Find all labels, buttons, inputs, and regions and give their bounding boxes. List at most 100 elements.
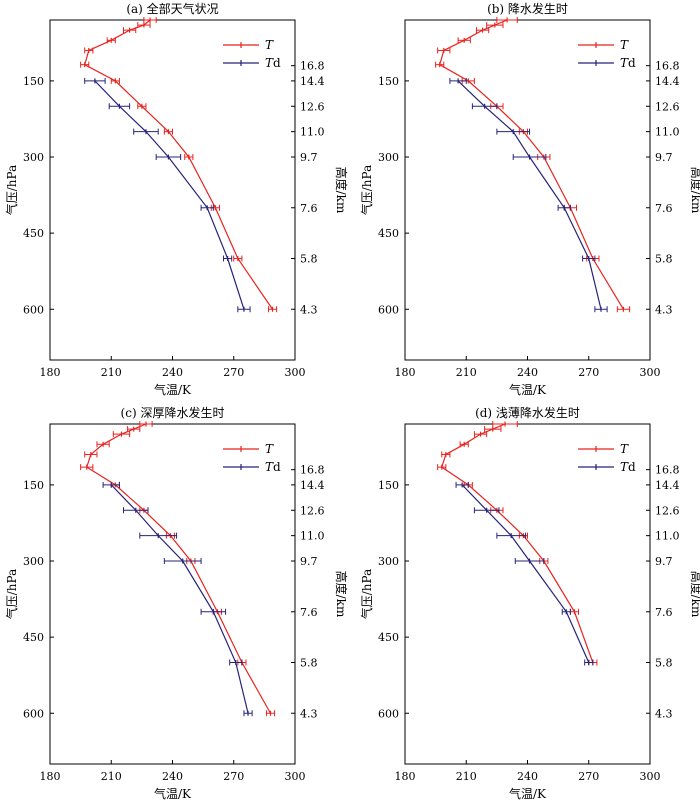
panel-title: (b) 降水发生时 (487, 1, 568, 16)
legend-label-Td: Td (620, 56, 636, 70)
height-tick-label: 9.7 (655, 151, 673, 164)
height-tick-label: 14.4 (300, 479, 325, 492)
legend-label-T: T (620, 38, 629, 52)
y-tick-label: 450 (378, 227, 399, 240)
x-tick-label: 180 (395, 366, 416, 379)
x-tick-label: 300 (640, 770, 661, 783)
y-tick-label: 300 (23, 151, 44, 164)
chart-panel-2: (b) 降水发生时 180 210 240 270 300 气温/K 150 300 450 600… (359, 1, 700, 397)
y-tick-label: 450 (23, 227, 44, 240)
x-tick-label: 240 (517, 770, 538, 783)
y-axis-label: 气压/hPa (4, 569, 19, 619)
y-tick-label: 450 (378, 631, 399, 644)
y-tick-label: 600 (23, 707, 44, 720)
height-tick-label: 16.8 (655, 464, 680, 477)
x-tick-label: 180 (40, 366, 61, 379)
y-tick-label: 150 (378, 479, 399, 492)
series-line-Td (461, 484, 590, 663)
height-tick-label: 14.4 (300, 75, 325, 88)
series-line-Td (457, 80, 602, 310)
x-tick-label: 240 (517, 366, 538, 379)
height-tick-label: 11.0 (300, 126, 325, 139)
x-tick-label: 270 (578, 770, 599, 783)
height-tick-label: 12.6 (300, 504, 325, 517)
series-Td (449, 77, 608, 313)
series-T (435, 17, 631, 313)
x-tick-label: 180 (40, 770, 61, 783)
y-axis-label: 气压/hPa (359, 165, 374, 215)
legend: T Td (578, 442, 636, 474)
legend: T Td (223, 442, 281, 474)
height-tick-label: 7.6 (655, 202, 673, 215)
height-tick-label: 4.3 (655, 707, 673, 720)
height-tick-label: 16.8 (300, 60, 325, 73)
y-tick-label: 300 (378, 151, 399, 164)
height-tick-label: 11.0 (655, 126, 680, 139)
height-tick-label: 16.8 (300, 464, 325, 477)
panel-title: (a) 全部天气状况 (126, 1, 218, 16)
legend-label-Td: Td (620, 460, 636, 474)
y-tick-label: 600 (23, 303, 44, 316)
legend: T Td (223, 38, 281, 70)
y-axis-label: 气压/hPa (359, 569, 374, 619)
legend-label-Td: Td (265, 460, 281, 474)
chart-panel-4: (d) 浅薄降水发生时 180 210 240 270 300 气温/K 150 300 450 6… (359, 405, 700, 801)
height-tick-label: 4.3 (300, 707, 318, 720)
height-tick-label: 7.6 (300, 202, 318, 215)
height-axis-label: 高度/km (334, 571, 349, 618)
height-axis-label: 高度/km (334, 167, 349, 214)
series-Td (84, 77, 251, 313)
plot-frame (49, 423, 296, 765)
legend-label-Td: Td (265, 56, 281, 70)
y-tick-label: 300 (23, 555, 44, 568)
height-tick-label: 11.0 (655, 530, 680, 543)
x-tick-label: 210 (101, 366, 122, 379)
x-tick-label: 210 (456, 770, 477, 783)
x-tick-label: 240 (162, 366, 183, 379)
x-tick-label: 300 (640, 366, 661, 379)
y-tick-label: 150 (23, 75, 44, 88)
height-tick-label: 5.8 (655, 253, 673, 266)
height-tick-label: 14.4 (655, 75, 680, 88)
y-tick-label: 300 (378, 555, 399, 568)
x-axis-label: 气温/K (154, 786, 192, 801)
x-axis-label: 气温/K (509, 382, 547, 397)
legend-label-T: T (265, 38, 274, 52)
height-tick-label: 14.4 (655, 479, 680, 492)
plot-frame (404, 19, 651, 361)
y-tick-label: 150 (23, 479, 44, 492)
x-tick-label: 240 (162, 770, 183, 783)
height-tick-label: 7.6 (655, 606, 673, 619)
plot-frame (404, 423, 651, 765)
height-tick-label: 16.8 (655, 60, 680, 73)
y-tick-label: 600 (378, 707, 399, 720)
legend: T Td (578, 38, 636, 70)
height-tick-label: 7.6 (300, 606, 318, 619)
height-tick-label: 12.6 (655, 100, 680, 113)
height-tick-label: 12.6 (300, 100, 325, 113)
height-tick-label: 5.8 (300, 253, 318, 266)
height-tick-label: 5.8 (655, 657, 673, 670)
series-line-T (441, 423, 594, 663)
x-tick-label: 210 (101, 770, 122, 783)
series-Td (455, 481, 594, 666)
height-axis-label: 高度/km (689, 167, 700, 214)
y-tick-label: 450 (23, 631, 44, 644)
x-tick-label: 270 (578, 366, 599, 379)
height-tick-label: 12.6 (655, 504, 680, 517)
x-axis-label: 气温/K (509, 786, 547, 801)
x-tick-label: 180 (395, 770, 416, 783)
panel-title: (c) 深厚降水发生时 (121, 405, 225, 420)
height-tick-label: 4.3 (300, 303, 318, 316)
y-axis-label: 气压/hPa (4, 165, 19, 215)
x-tick-label: 300 (285, 770, 306, 783)
chart-panel-1: (a) 全部天气状况 180 210 240 270 300 气温/K 150 300 450 60… (4, 1, 349, 397)
y-tick-label: 600 (378, 303, 399, 316)
series-Td (102, 481, 253, 717)
y-tick-label: 150 (378, 75, 399, 88)
legend-label-T: T (620, 442, 629, 456)
series-line-Td (110, 484, 249, 714)
series-T (80, 421, 276, 717)
series-T (80, 17, 278, 313)
